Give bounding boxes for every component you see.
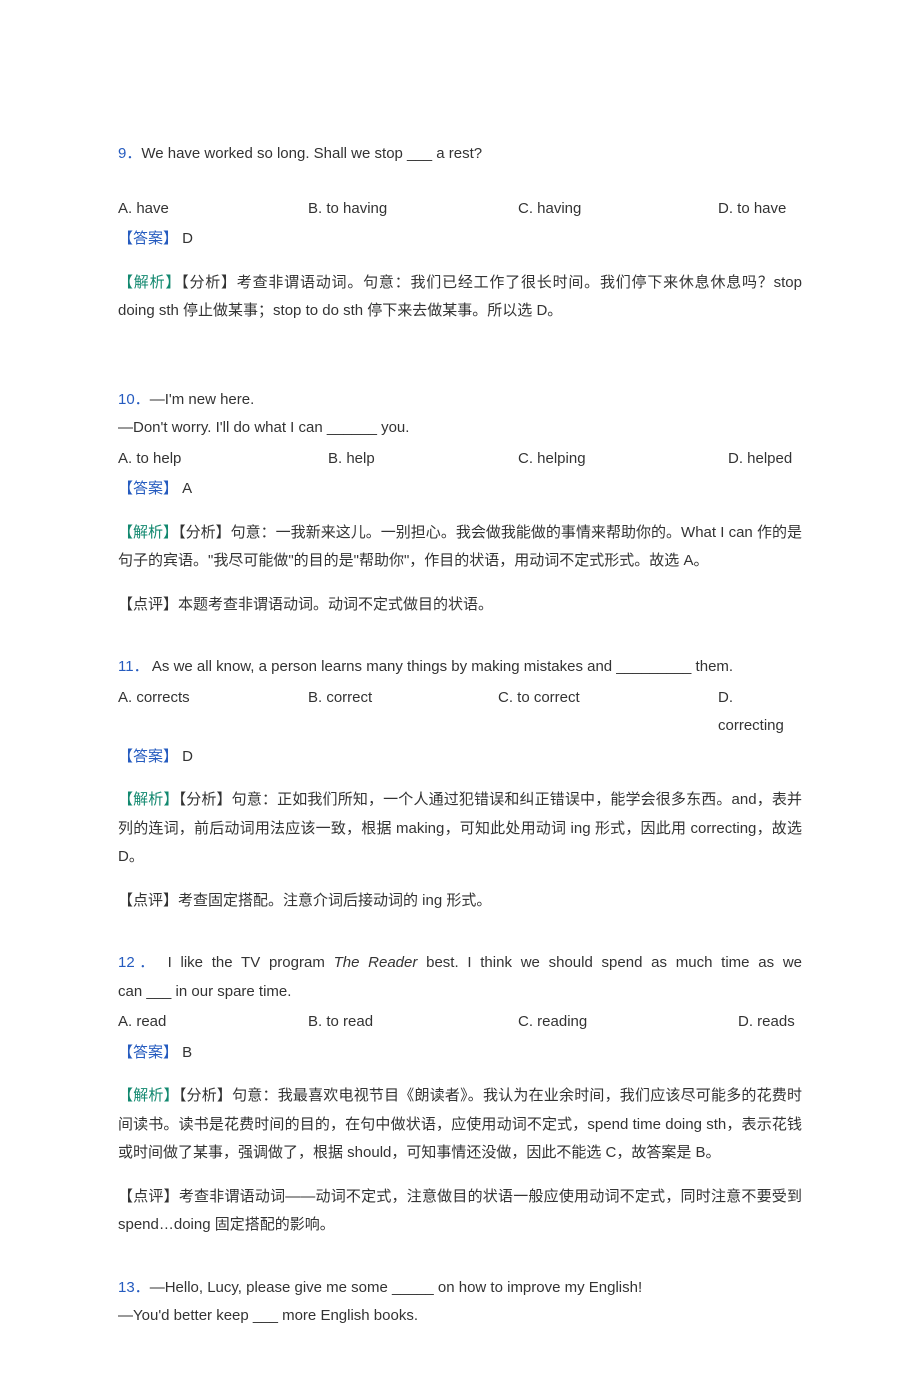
answer-letter: A xyxy=(178,480,192,497)
question-number: 11． xyxy=(118,658,149,675)
q12-comment: 【点评】考查非谓语动词——动词不定式，注意做目的状语一般应使用动词不定式，同时注… xyxy=(118,1183,802,1240)
q11-comment: 【点评】考查固定搭配。注意介词后接动词的 ing 形式。 xyxy=(118,887,802,916)
option-a: A. corrects xyxy=(118,684,308,741)
q12-explain: 【解析】【分析】句意：我最喜欢电视节目《朗读者》。我认为在业余时间，我们应该尽可… xyxy=(118,1082,802,1168)
option-d: D. helped xyxy=(728,445,802,474)
q13-stem-2: —You'd better keep ___ more English book… xyxy=(118,1302,802,1331)
q9-stem: 9．We have worked so long. Shall we stop … xyxy=(118,140,802,169)
stem-suffix: best. I think we should spend as much ti… xyxy=(417,954,802,971)
stem-text: —I'm new here. xyxy=(150,391,255,408)
question-12: 12． I like the TV program The Reader bes… xyxy=(118,949,802,1240)
option-c: C. reading xyxy=(518,1008,738,1037)
question-number: 9． xyxy=(118,145,141,162)
q12-options: A. read B. to read C. reading D. reads xyxy=(118,1008,802,1037)
explain-label: 【解析】 xyxy=(118,1087,179,1104)
answer-letter: D xyxy=(178,230,193,247)
q10-explain: 【解析】【分析】句意：一我新来这儿。一别担心。我会做我能做的事情来帮助你的。Wh… xyxy=(118,519,802,576)
comment-text: 考查非谓语动词——动词不定式，注意做目的状语一般应使用动词不定式，同时注意不要受… xyxy=(118,1188,802,1234)
q9-answer: 【答案】 D xyxy=(118,225,802,254)
option-b: B. to read xyxy=(308,1008,518,1037)
option-b: B. help xyxy=(328,445,518,474)
q11-explain: 【解析】【分析】句意：正如我们所知，一个人通过犯错误和纠正错误中，能学会很多东西… xyxy=(118,786,802,872)
explain-label: 【解析】 xyxy=(118,524,178,541)
explain-text: 【分析】考查非谓语动词。句意：我们已经工作了很长时间。我们停下来休息休息吗？st… xyxy=(118,274,802,320)
question-10: 10．—I'm new here. —Don't worry. I'll do … xyxy=(118,386,802,620)
answer-label: 【答案】 xyxy=(118,480,178,497)
question-number: 13． xyxy=(118,1279,150,1296)
answer-label: 【答案】 xyxy=(118,230,178,247)
comment-label: 【点评】 xyxy=(118,596,178,613)
answer-letter: B xyxy=(178,1044,192,1061)
comment-text: 考查固定搭配。注意介词后接动词的 ing 形式。 xyxy=(178,892,491,909)
q10-stem-1: 10．—I'm new here. xyxy=(118,386,802,415)
option-d: D. to have xyxy=(718,195,802,224)
q9-options: A. have B. to having C. having D. to hav… xyxy=(118,195,802,224)
q11-answer: 【答案】 D xyxy=(118,743,802,772)
q12-answer: 【答案】 B xyxy=(118,1039,802,1068)
q9-explain: 【解析】【分析】考查非谓语动词。句意：我们已经工作了很长时间。我们停下来休息休息… xyxy=(118,269,802,326)
answer-label: 【答案】 xyxy=(118,748,178,765)
page: 9．We have worked so long. Shall we stop … xyxy=(0,0,920,1391)
stem-prefix-2: can ___ in our spare time. xyxy=(118,983,291,1000)
q10-answer: 【答案】 A xyxy=(118,475,802,504)
comment-label: 【点评】 xyxy=(118,1188,179,1205)
option-b: B. correct xyxy=(308,684,498,741)
option-c: C. helping xyxy=(518,445,728,474)
question-number: 12． xyxy=(118,954,159,971)
comment-label: 【点评】 xyxy=(118,892,178,909)
stem-prefix: I like the TV program xyxy=(159,954,334,971)
question-11: 11． As we all know, a person learns many… xyxy=(118,653,802,915)
q12-stem-2: can ___ in our spare time. xyxy=(118,978,802,1007)
stem-italic: The Reader xyxy=(334,954,418,971)
stem-text: As we all know, a person learns many thi… xyxy=(149,658,734,675)
q10-comment: 【点评】本题考查非谓语动词。动词不定式做目的状语。 xyxy=(118,591,802,620)
q13-stem-1: 13．—Hello, Lucy, please give me some ___… xyxy=(118,1274,802,1303)
q11-options: A. corrects B. correct C. to correct D. … xyxy=(118,684,802,741)
option-b: B. to having xyxy=(308,195,518,224)
option-c: C. having xyxy=(518,195,718,224)
q12-stem-1: 12． I like the TV program The Reader bes… xyxy=(118,949,802,978)
explain-text: 【分析】句意：一我新来这儿。一别担心。我会做我能做的事情来帮助你的。What I… xyxy=(118,524,802,570)
q11-stem: 11． As we all know, a person learns many… xyxy=(118,653,802,682)
explain-text: 【分析】句意：我最喜欢电视节目《朗读者》。我认为在业余时间，我们应该尽可能多的花… xyxy=(118,1087,802,1161)
q10-options: A. to help B. help C. helping D. helped xyxy=(118,445,802,474)
option-c: C. to correct xyxy=(498,684,718,741)
q10-stem-2: —Don't worry. I'll do what I can ______ … xyxy=(118,414,802,443)
comment-text: 本题考查非谓语动词。动词不定式做目的状语。 xyxy=(178,596,493,613)
explain-label: 【解析】 xyxy=(118,274,181,291)
explain-text: 【分析】句意：正如我们所知，一个人通过犯错误和纠正错误中，能学会很多东西。and… xyxy=(118,791,802,865)
question-13: 13．—Hello, Lucy, please give me some ___… xyxy=(118,1274,802,1331)
option-a: A. to help xyxy=(118,445,328,474)
answer-label: 【答案】 xyxy=(118,1044,178,1061)
explain-label: 【解析】 xyxy=(118,791,179,808)
stem-text: We have worked so long. Shall we stop __… xyxy=(141,145,482,162)
option-d: D. reads xyxy=(738,1008,802,1037)
option-a: A. have xyxy=(118,195,308,224)
option-d: D. correcting xyxy=(718,684,802,741)
question-9: 9．We have worked so long. Shall we stop … xyxy=(118,140,802,326)
stem-text: —Hello, Lucy, please give me some _____ … xyxy=(150,1279,642,1296)
answer-letter: D xyxy=(178,748,193,765)
option-a: A. read xyxy=(118,1008,308,1037)
question-number: 10． xyxy=(118,391,150,408)
